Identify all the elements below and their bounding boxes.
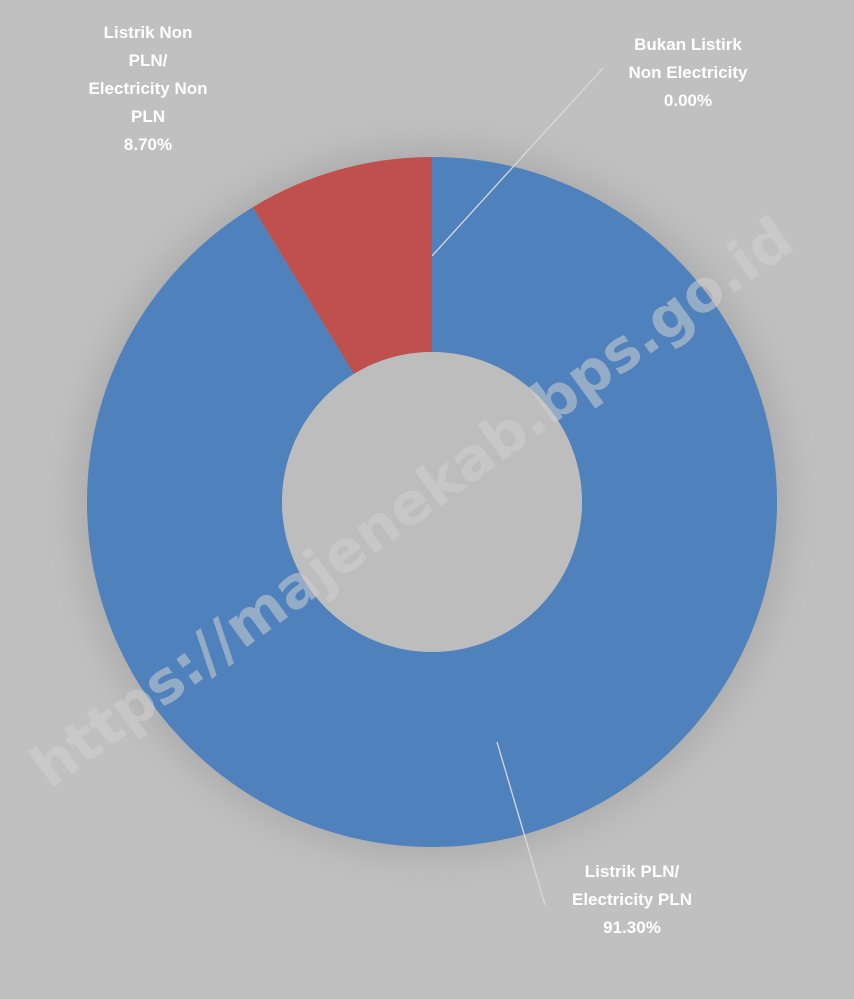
slice-label-2: Listrik Non PLN/Electricity Non PLN 8.70% [88, 23, 207, 154]
leader-line-1 [496, 741, 546, 906]
slice-label-1: Listrik PLN/Electricity PLN 91.30% [572, 862, 692, 937]
donut-hole [282, 352, 582, 652]
slice-label-0: Bukan Listirk Non Electricity 0.00% [628, 35, 748, 110]
slice-1 [86, 157, 777, 847]
slice-2 [252, 157, 432, 374]
leader-line-0 [431, 67, 604, 257]
